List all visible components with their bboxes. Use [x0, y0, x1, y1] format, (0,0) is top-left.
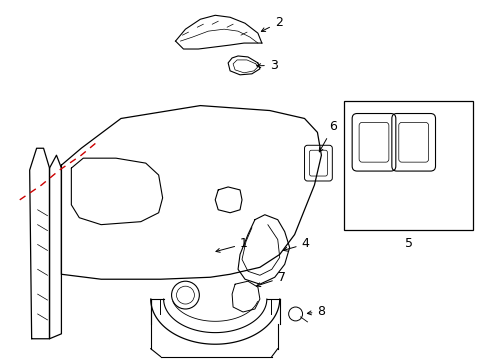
Text: 2: 2	[261, 16, 282, 31]
Text: 4: 4	[283, 238, 309, 251]
Text: 5: 5	[404, 237, 412, 250]
Text: 1: 1	[216, 238, 247, 252]
Bar	[344, 100, 472, 230]
Text: 3: 3	[256, 59, 277, 72]
Text: 8: 8	[307, 305, 325, 318]
Text: 7: 7	[256, 271, 285, 287]
Text: 6: 6	[319, 120, 337, 152]
